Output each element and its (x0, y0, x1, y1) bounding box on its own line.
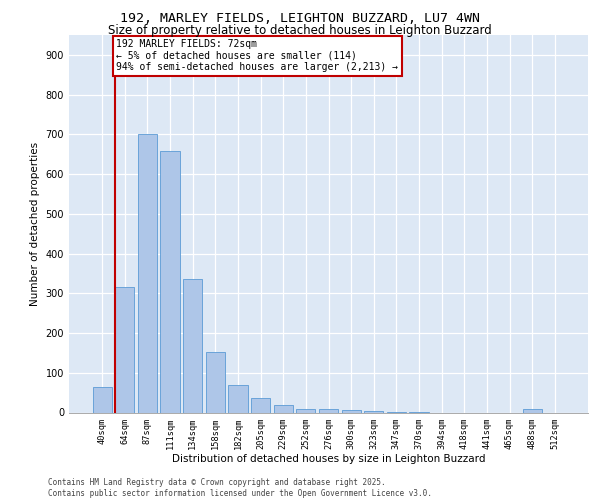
Bar (274, 404, 293, 412)
Bar (92, 388, 112, 412)
Bar (115, 288, 134, 412)
Text: 192, MARLEY FIELDS, LEIGHTON BUZZARD, LU7 4WN: 192, MARLEY FIELDS, LEIGHTON BUZZARD, LU… (120, 12, 480, 26)
Bar (138, 134, 157, 412)
Bar (229, 386, 248, 412)
Bar (183, 280, 202, 412)
Text: Contains HM Land Registry data © Crown copyright and database right 2025.
Contai: Contains HM Land Registry data © Crown c… (48, 478, 432, 498)
Bar (341, 410, 361, 412)
Bar (206, 352, 225, 412)
Bar (296, 408, 316, 412)
Bar (160, 151, 180, 412)
Bar (251, 398, 270, 412)
Bar (319, 408, 338, 412)
Text: 192 MARLEY FIELDS: 72sqm
← 5% of detached houses are smaller (114)
94% of semi-d: 192 MARLEY FIELDS: 72sqm ← 5% of detache… (116, 39, 398, 72)
X-axis label: Distribution of detached houses by size in Leighton Buzzard: Distribution of detached houses by size … (172, 454, 485, 464)
Bar (523, 410, 542, 412)
Text: Size of property relative to detached houses in Leighton Buzzard: Size of property relative to detached ho… (108, 24, 492, 37)
Y-axis label: Number of detached properties: Number of detached properties (30, 142, 40, 306)
